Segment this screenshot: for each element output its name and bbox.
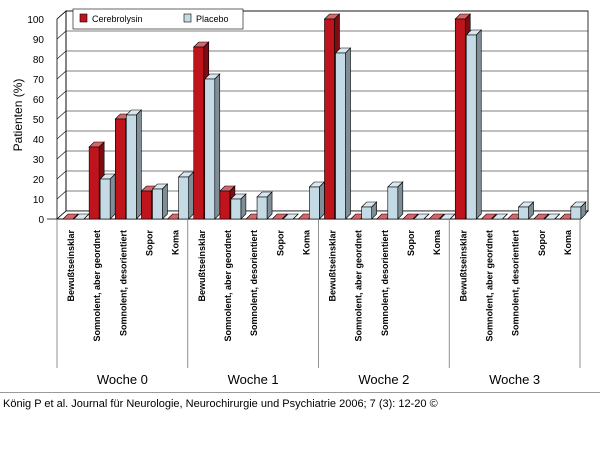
gridline-side (56, 190, 67, 200)
bar-placebo (309, 186, 320, 220)
bar-placebo (178, 176, 189, 220)
x-tick-label: Koma (563, 229, 573, 255)
y-tick-label: 30 (33, 155, 45, 166)
y-tick-label: 60 (33, 95, 45, 106)
group-label: Woche 1 (228, 372, 279, 387)
y-tick-label: 70 (33, 75, 45, 86)
x-tick-label: Somnolent, desorientiert (249, 230, 259, 336)
footer-divider (0, 392, 600, 393)
x-tick-label: Somnolent, desorientiert (380, 230, 390, 336)
x-tick-label: Bewußtseinsklar (66, 230, 76, 302)
bar-cerebrolysin-side (543, 213, 549, 220)
x-tick-label: Bewußtseinsklar (197, 230, 207, 302)
bar-placebo-side (266, 191, 273, 220)
bar-placebo-side (188, 171, 194, 220)
legend-swatch (183, 13, 192, 23)
y-tick-label: 100 (27, 15, 44, 26)
y-tick-label: 40 (33, 135, 45, 146)
gridline-side (56, 90, 67, 100)
bar-placebo (361, 206, 372, 220)
bar-placebo-side (292, 213, 299, 220)
legend-label: Placebo (196, 14, 229, 24)
bar-placebo (126, 114, 137, 220)
gridline-side (56, 110, 67, 120)
bar-placebo-side (214, 73, 221, 220)
bar-placebo-side (397, 181, 404, 220)
x-tick-label: Somnolent, aber geordnet (92, 230, 102, 342)
y-tick-label: 10 (33, 195, 45, 206)
bar-cerebrolysin-side (281, 213, 288, 220)
bar-placebo-side (502, 213, 508, 220)
bar-cerebrolysin (88, 146, 100, 220)
y-axis-title: Patienten (%) (11, 79, 25, 152)
bar-cerebrolysin (324, 18, 335, 220)
group-label: Woche 2 (358, 372, 409, 387)
y-tick-label: 80 (33, 55, 45, 66)
y-tick-label: 90 (33, 35, 45, 46)
bar-cerebrolysin (219, 190, 231, 220)
y-tick-label: 50 (33, 115, 45, 126)
bar-cerebrolysin-side (412, 213, 419, 220)
x-tick-label: Sopor (537, 230, 547, 256)
group-label: Woche 0 (97, 372, 148, 387)
chart: 0 10 20 30 40 50 60 70 80 90 100 Patienten (%) Bewuß… (11, 8, 589, 387)
gridline-side (56, 170, 67, 180)
bar-cerebrolysin-side (491, 213, 497, 220)
bar-placebo-side (554, 213, 560, 220)
bar-placebo-side (162, 183, 168, 220)
legend-box (72, 8, 244, 30)
bar-cerebrolysin (141, 190, 152, 220)
bar-placebo (335, 52, 346, 220)
y-tick-label: 20 (33, 175, 45, 186)
bar-placebo-side (136, 109, 142, 220)
bar-placebo (465, 34, 477, 220)
bar-placebo (518, 206, 529, 220)
bar-placebo (152, 188, 163, 220)
x-tick-label: Koma (432, 229, 442, 255)
x-tick-label: Sopor (406, 230, 416, 256)
bar-placebo (570, 206, 582, 220)
bar-placebo (99, 178, 111, 220)
bar-placebo (387, 186, 399, 220)
bar-cerebrolysin (115, 118, 126, 220)
x-tick-label: Somnolent, aber geordnet (484, 230, 494, 342)
bar-placebo (204, 78, 216, 220)
bar-cerebrolysin (454, 18, 466, 220)
bar-placebo-side (319, 181, 325, 220)
bar-cerebrolysin (193, 46, 205, 220)
x-tick-label: Somnolent, desorientiert (511, 230, 521, 336)
x-tick-label: Bewußtseinsklar (328, 230, 338, 302)
gridline-side (56, 30, 67, 40)
x-tick-label: Somnolent, desorientiert (118, 230, 128, 336)
bar-placebo-side (475, 29, 482, 220)
bar-placebo-side (423, 213, 430, 220)
x-tick-label: Koma (171, 229, 181, 255)
x-tick-label: Sopor (145, 230, 155, 256)
group-label: Woche 3 (489, 372, 540, 387)
x-tick-label: Sopor (275, 230, 285, 256)
x-tick-label: Koma (301, 229, 311, 255)
gridline-side (56, 130, 67, 140)
x-tick-label: Somnolent, aber geordnet (223, 230, 233, 342)
y-tick-label: 0 (38, 215, 44, 226)
bar-placebo-side (109, 173, 116, 220)
bar-placebo (256, 196, 268, 220)
gridline-side (56, 70, 67, 80)
x-tick-label: Bewußtseinsklar (458, 230, 468, 302)
gridline-side (56, 150, 67, 160)
bar-placebo-side (345, 47, 351, 220)
gridline-side (56, 50, 67, 60)
bar-placebo (230, 198, 242, 220)
bar-cerebrolysin-side (438, 213, 445, 220)
bar-cerebrolysin-side (72, 213, 79, 220)
legend-label: Cerebrolysin (92, 14, 143, 24)
legend-swatch (79, 13, 88, 23)
citation-text: König P et al. Journal für Neurologie, N… (3, 398, 438, 410)
x-tick-label: Somnolent, aber geordnet (354, 230, 364, 342)
